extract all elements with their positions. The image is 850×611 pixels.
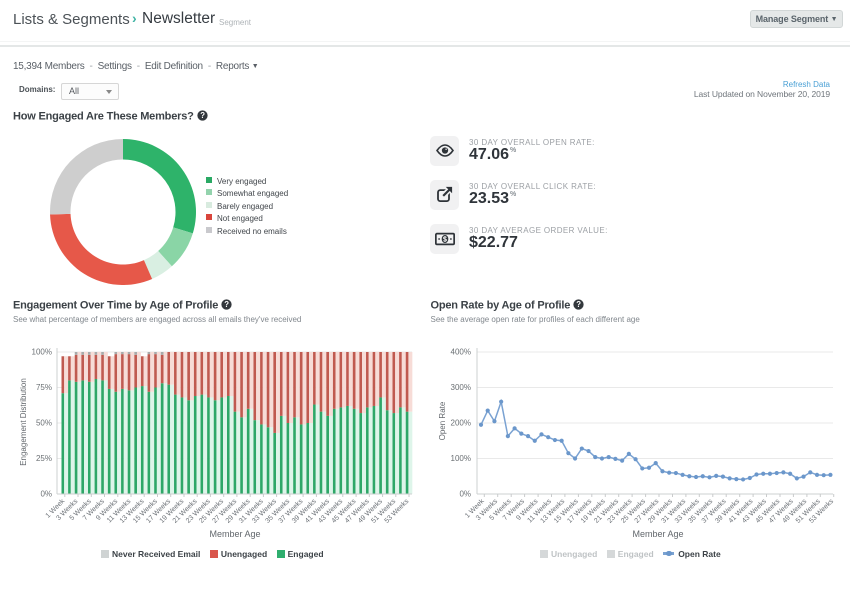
svg-text:100%: 100% xyxy=(451,454,471,463)
svg-text:100%: 100% xyxy=(32,348,52,357)
svg-text:400%: 400% xyxy=(451,348,471,357)
svg-text:Member Age: Member Age xyxy=(632,529,683,539)
svg-text:Open Rate: Open Rate xyxy=(438,401,447,440)
svg-text:0%: 0% xyxy=(40,490,52,499)
svg-text:Member Age: Member Age xyxy=(209,529,260,539)
svg-text:?: ? xyxy=(224,300,229,309)
svg-text:Engagement Distribution: Engagement Distribution xyxy=(19,378,28,466)
svg-text:?: ? xyxy=(200,111,205,120)
svg-text:200%: 200% xyxy=(451,419,471,428)
svg-text:?: ? xyxy=(576,300,581,309)
svg-text:50%: 50% xyxy=(36,419,52,428)
svg-text:75%: 75% xyxy=(36,383,52,392)
svg-text:300%: 300% xyxy=(451,383,471,392)
svg-text:0%: 0% xyxy=(459,490,471,499)
svg-text:25%: 25% xyxy=(36,454,52,463)
